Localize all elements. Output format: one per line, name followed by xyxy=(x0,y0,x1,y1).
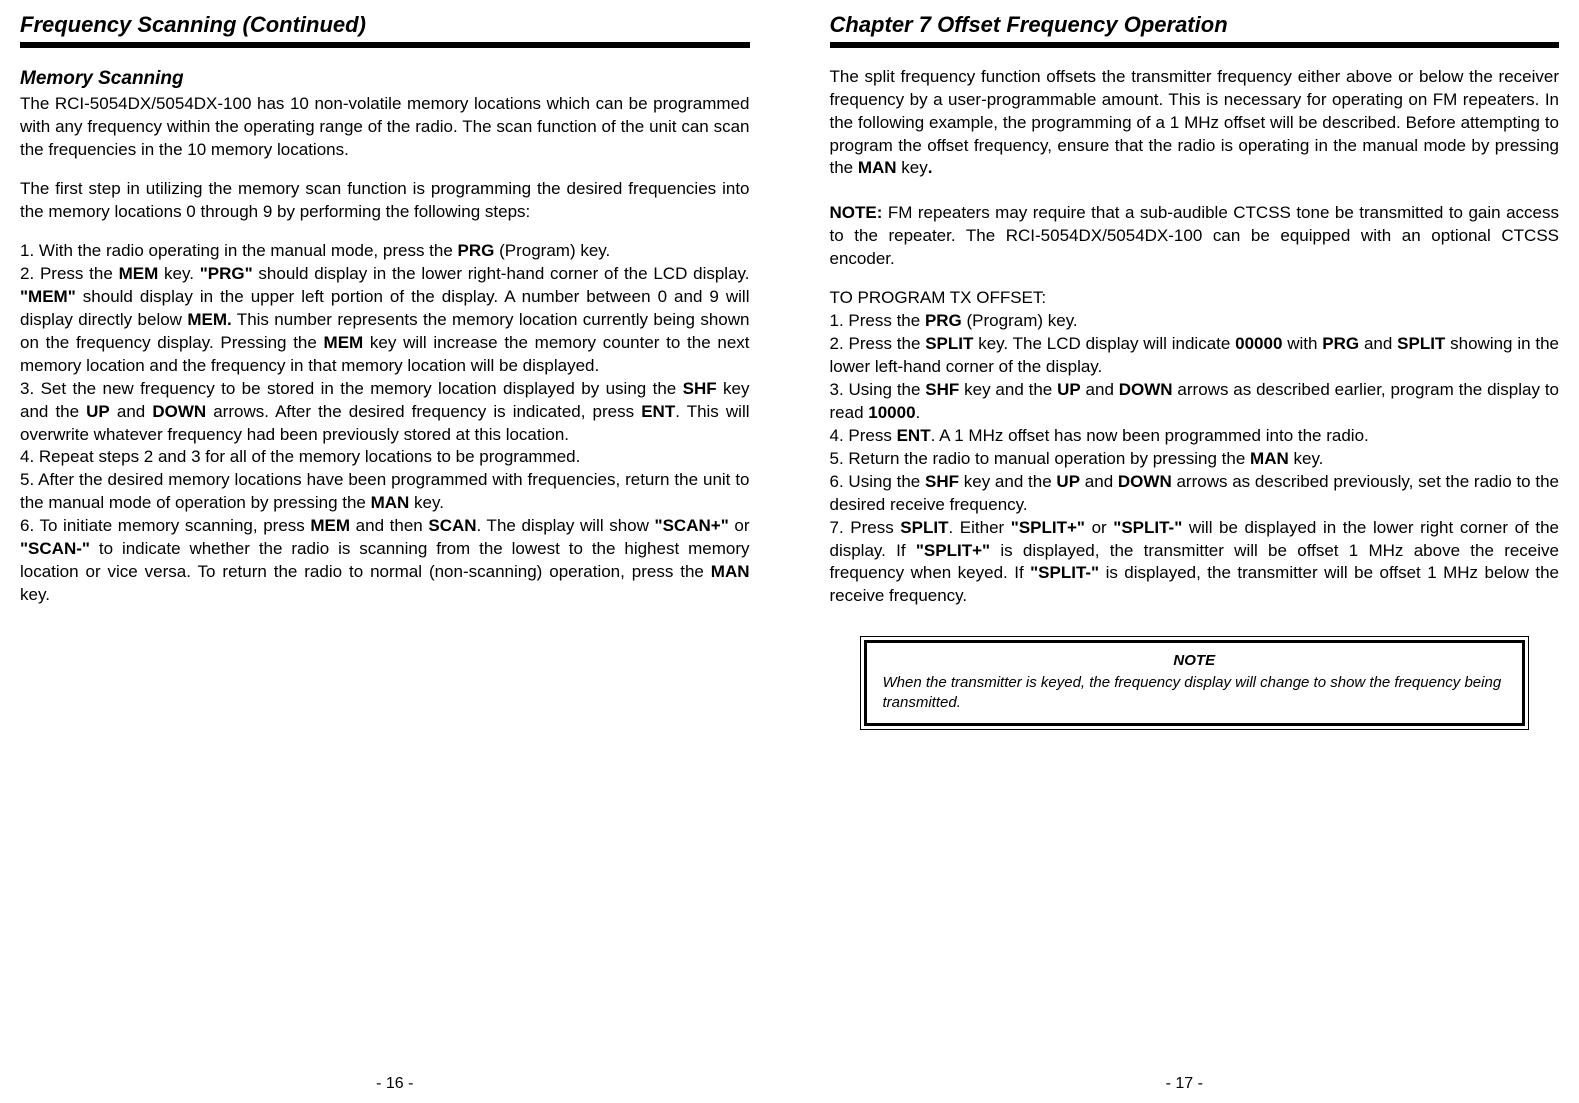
intro-paragraph: The RCI-5054DX/5054DX-100 has 10 non-vol… xyxy=(20,93,750,162)
step-3: 3. Set the new frequency to be stored in… xyxy=(20,378,750,447)
step-4: 4. Repeat steps 2 and 3 for all of the m… xyxy=(20,446,750,469)
title-rule xyxy=(830,42,1560,48)
page-16: Frequency Scanning (Continued) Memory Sc… xyxy=(0,0,790,1103)
section-title: Frequency Scanning (Continued) xyxy=(20,10,750,40)
step-5: 5. After the desired memory locations ha… xyxy=(20,469,750,515)
step-2: 2. Press the SPLIT key. The LCD display … xyxy=(830,333,1560,379)
step-6: 6. To initiate memory scanning, press ME… xyxy=(20,515,750,607)
paragraph: The first step in utilizing the memory s… xyxy=(20,178,750,224)
step-1: 1. Press the PRG (Program) key. xyxy=(830,310,1560,333)
step-2: 2. Press the MEM key. "PRG" should displ… xyxy=(20,263,750,378)
page-17: Chapter 7 Offset Frequency Operation The… xyxy=(790,0,1579,1103)
step-6: 6. Using the SHF key and the UP and DOWN… xyxy=(830,471,1560,517)
list-heading: TO PROGRAM TX OFFSET: xyxy=(830,287,1560,310)
chapter-title: Chapter 7 Offset Frequency Operation xyxy=(830,10,1560,40)
intro-paragraph: The split frequency function offsets the… xyxy=(830,66,1560,181)
note-box-inner: NOTE When the transmitter is keyed, the … xyxy=(864,640,1526,726)
note-box-title: NOTE xyxy=(883,651,1507,671)
note-box: NOTE When the transmitter is keyed, the … xyxy=(860,636,1530,730)
step-7: 7. Press SPLIT. Either "SPLIT+" or "SPLI… xyxy=(830,517,1560,609)
title-rule xyxy=(20,42,750,48)
step-4: 4. Press ENT. A 1 MHz offset has now bee… xyxy=(830,425,1560,448)
note-box-body: When the transmitter is keyed, the frequ… xyxy=(883,673,1507,714)
step-1: 1. With the radio operating in the manua… xyxy=(20,240,750,263)
page-number: - 16 - xyxy=(0,1073,790,1095)
step-3: 3. Using the SHF key and the UP and DOWN… xyxy=(830,379,1560,425)
steps-list: 1. With the radio operating in the manua… xyxy=(20,240,750,607)
subheading: Memory Scanning xyxy=(20,66,750,92)
step-5: 5. Return the radio to manual operation … xyxy=(830,448,1560,471)
note-paragraph: NOTE: FM repeaters may require that a su… xyxy=(830,202,1560,271)
page-number: - 17 - xyxy=(790,1073,1579,1095)
